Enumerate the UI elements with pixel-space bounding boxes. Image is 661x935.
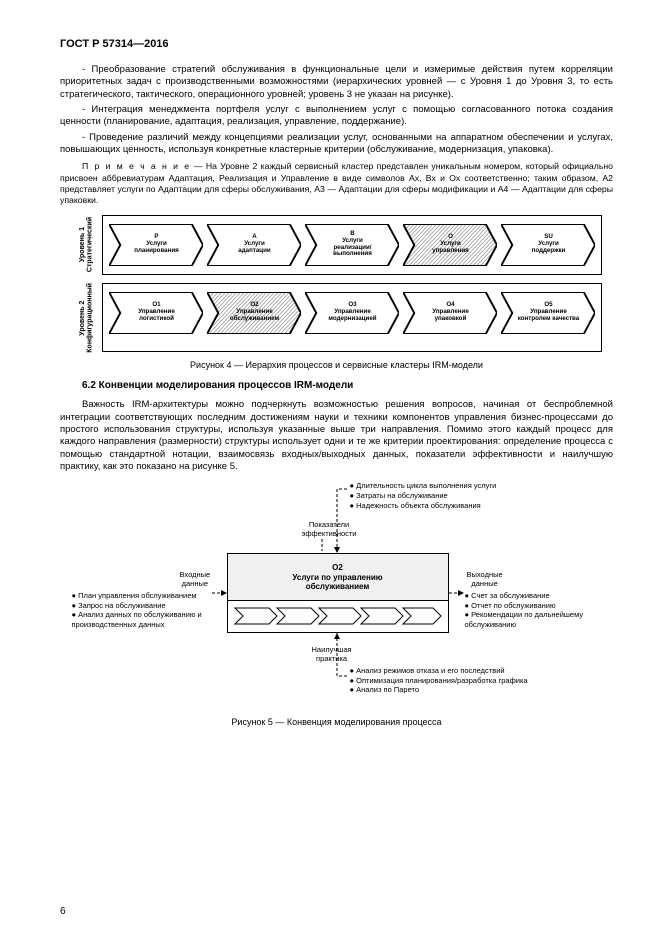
fig5-left-label: Входныеданные <box>180 571 211 588</box>
para-3: - Проведение различий между концепциями … <box>60 132 613 157</box>
figure-4: Уровень 1Стратегический PУслугипланирова… <box>60 215 613 353</box>
fig5-left-list: ● План управления обслуживанием● Запрос … <box>72 591 222 629</box>
fig5-bottom-label: Наилучшаяпрактика <box>312 646 352 663</box>
chevron-O5: O5Управлениеконтролем качества <box>501 292 595 334</box>
chevron-SU: SUУслугиподдержки <box>501 224 595 266</box>
fig5-right-list: ● Счет за обслуживание● Отчет по обслужи… <box>465 591 602 629</box>
chevron-P: PУслугипланирования <box>109 224 203 266</box>
fig4-row1-label: Уровень 1Стратегический <box>72 215 102 275</box>
doc-header: ГОСТ Р 57314—2016 <box>60 38 613 50</box>
fig5-center-code: O2 <box>332 563 343 573</box>
section-6-2-head: 6.2 Конвенции моделирования процессов IR… <box>82 380 613 391</box>
chevron-A: AУслугиадаптации <box>207 224 301 266</box>
fig4-row2-label: Уровень 2Конфигурационный <box>72 283 102 353</box>
para-2: - Интеграция менеджмента портфеля услуг … <box>60 104 613 129</box>
fig5-bottom-list: ● Анализ режимов отказа и его последстви… <box>350 666 528 694</box>
para-6-2: Важность IRM-архитектуры можно подчеркну… <box>60 399 613 473</box>
figure-5: ● Длительность цикла выполнения услуги● … <box>60 481 613 711</box>
fig5-top-list: ● Длительность цикла выполнения услуги● … <box>350 481 497 510</box>
chevron-O3: O3Управлениемодернизацией <box>305 292 399 334</box>
note: П р и м е ч а н и е — На Уровне 2 каждый… <box>60 161 613 206</box>
fig5-center-box: O2 Услуги по управлению обслуживанием <box>227 553 449 633</box>
para-1: - Преобразование стратегий обслуживания … <box>60 64 613 101</box>
fig5-right-label: Выходныеданные <box>467 571 503 588</box>
page-number: 6 <box>60 906 66 917</box>
fig5-center-t1: Услуги по управлению <box>292 573 382 583</box>
fig4-caption: Рисунок 4 — Иерархия процессов и сервисн… <box>60 360 613 370</box>
fig5-mini-chevrons <box>233 604 443 628</box>
chevron-O2: O2Управлениеобслуживанием <box>207 292 301 334</box>
chevron-B: BУслугиреализации/ выполнения <box>305 224 399 266</box>
fig5-top-label: Показателиэффективности <box>302 521 357 538</box>
fig5-caption: Рисунок 5 — Конвенция моделирования проц… <box>60 717 613 727</box>
note-label: П р и м е ч а н и е <box>82 161 191 171</box>
chevron-O: OУслугиуправления <box>403 224 497 266</box>
fig4-row2: O1Управлениелогистикой O2Управлениеобслу… <box>102 283 602 353</box>
chevron-O4: O4Управлениеупаковкой <box>403 292 497 334</box>
fig4-row1: PУслугипланирования AУслугиадаптации BУс… <box>102 215 602 275</box>
chevron-O1: O1Управлениелогистикой <box>109 292 203 334</box>
page: ГОСТ Р 57314—2016 - Преобразование страт… <box>0 0 661 935</box>
fig5-center-t2: обслуживанием <box>306 582 370 592</box>
